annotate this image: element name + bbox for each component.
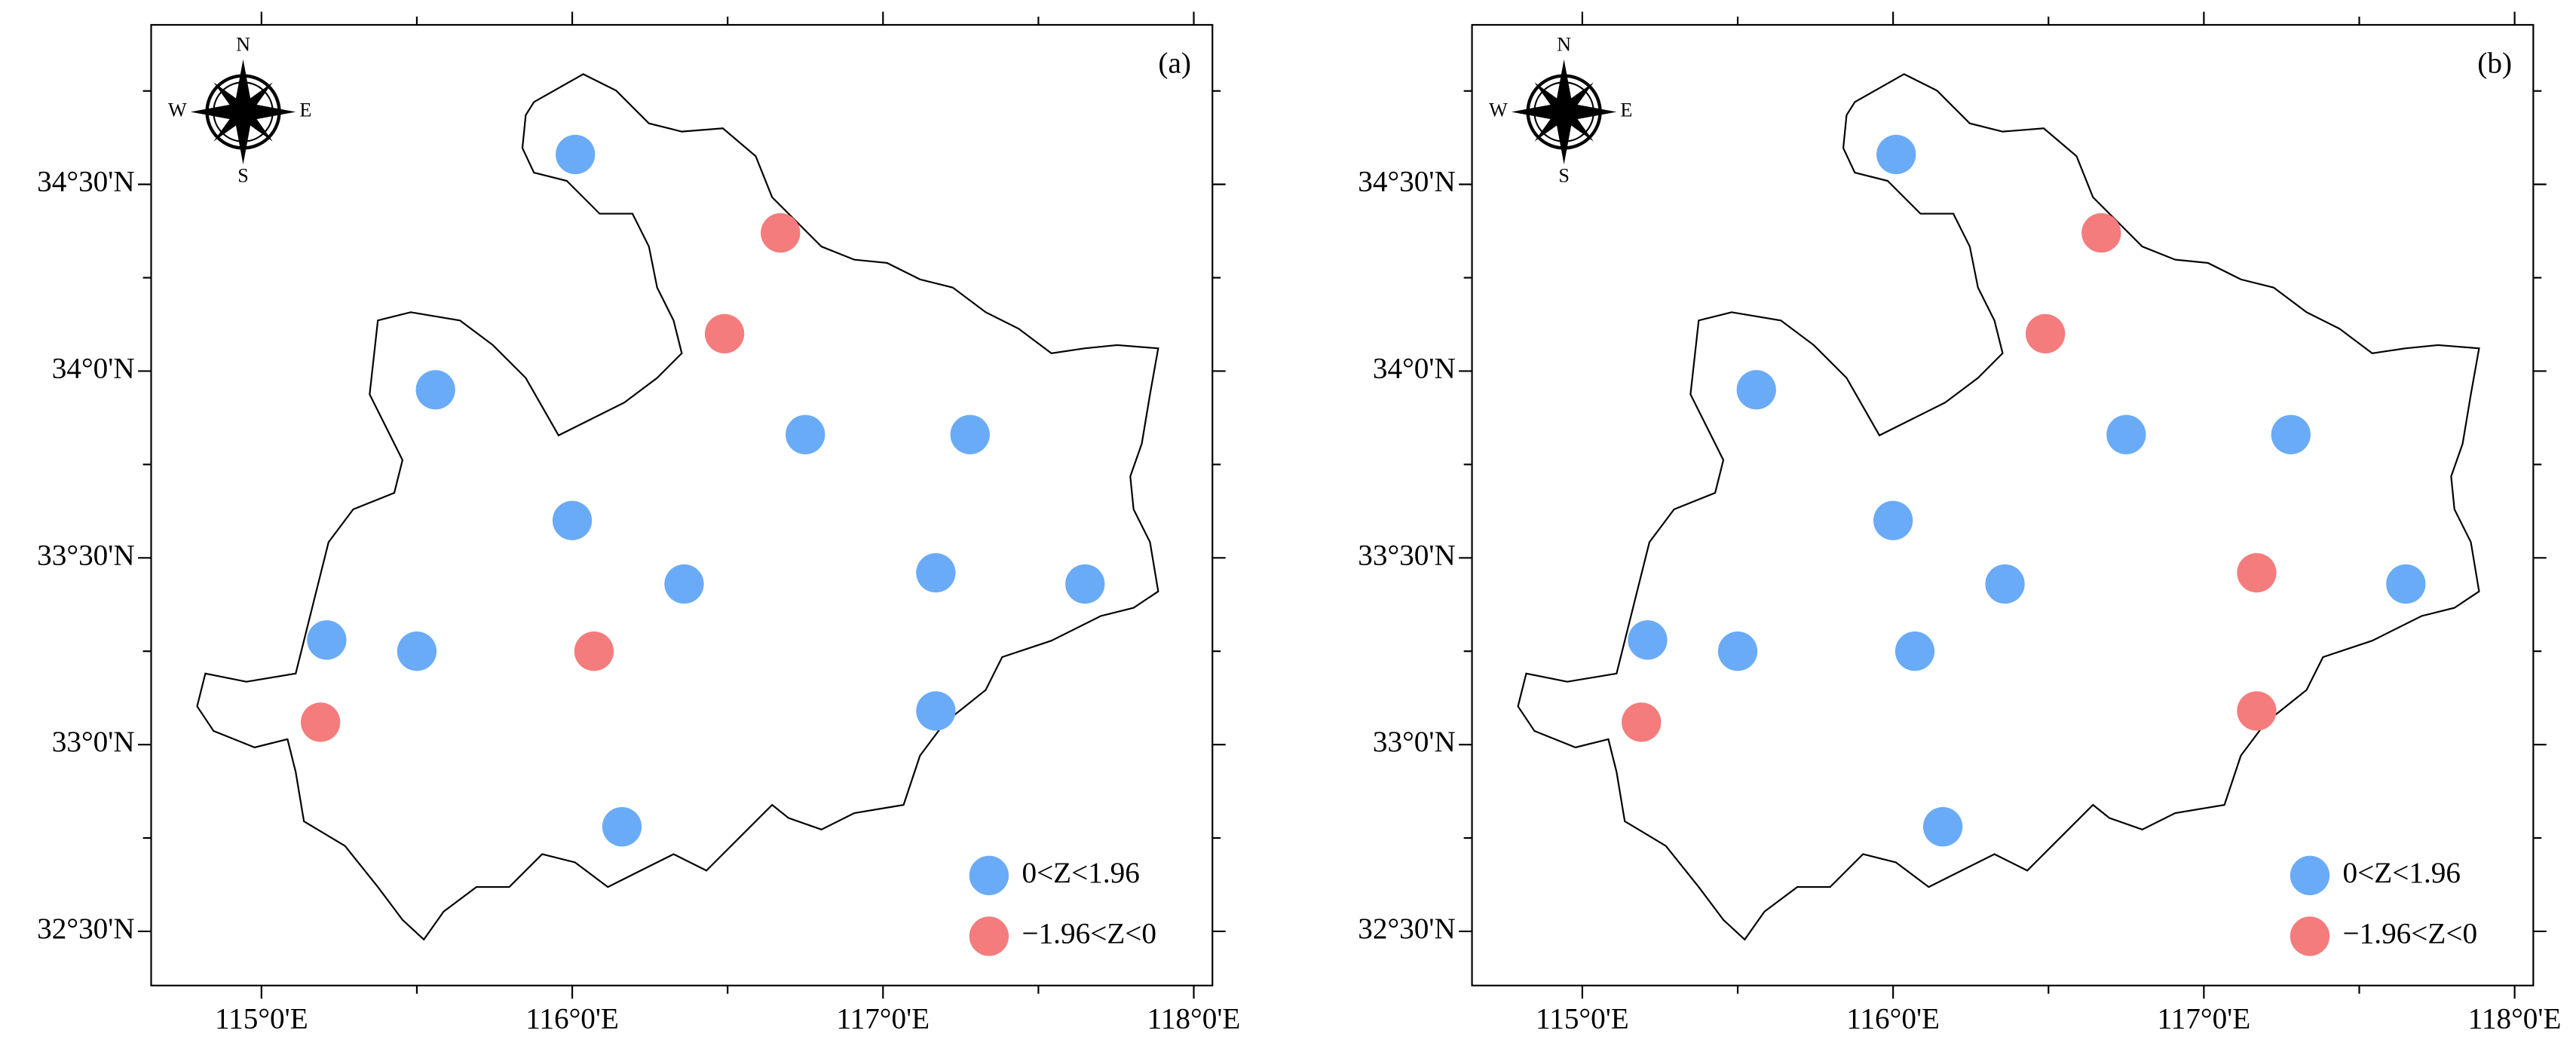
- map-frame: [150, 23, 1214, 986]
- legend-swatch: [2290, 855, 2330, 895]
- compass-letter: E: [299, 99, 311, 121]
- compass-letter: W: [1489, 99, 1508, 121]
- x-tick-label: 115°0'E: [215, 1003, 308, 1035]
- station-point: [1985, 564, 2025, 604]
- station-point: [574, 631, 614, 671]
- y-tick-label: 33°0'N: [1373, 726, 1456, 758]
- station-point: [1922, 807, 1963, 847]
- station-point: [556, 134, 596, 175]
- station-point: [1628, 620, 1668, 660]
- x-tick-label: 117°0'E: [836, 1003, 930, 1035]
- region-outline: [1517, 73, 2480, 940]
- station-point: [2237, 691, 2277, 731]
- map-panel: 115°0'E 116°0'E 117°0'E 118°0'E 32°30'N 33°0'…: [1358, 11, 2562, 1035]
- x-tick-label: 115°0'E: [1536, 1003, 1629, 1035]
- x-tick-label: 117°0'E: [2158, 1003, 2251, 1035]
- panel-label: (b): [2477, 47, 2512, 79]
- x-tick-label: 116°0'E: [525, 1003, 619, 1035]
- legend-swatch: [969, 855, 1009, 895]
- station-point: [552, 500, 593, 540]
- station-point: [301, 702, 341, 742]
- station-point: [761, 213, 801, 253]
- compass-letter: S: [1558, 165, 1570, 187]
- legend-swatch: [2290, 916, 2330, 956]
- compass-letter: W: [168, 99, 187, 121]
- station-point: [786, 414, 825, 454]
- compass-star: [1534, 82, 1594, 142]
- station-point: [1736, 370, 1776, 410]
- legend-label: −1.96<Z<0: [1022, 917, 1156, 949]
- station-point: [950, 414, 990, 454]
- y-tick-label: 34°30'N: [1358, 166, 1456, 198]
- compass-letter: N: [236, 33, 250, 55]
- x-tick-label: 116°0'E: [1846, 1003, 1940, 1035]
- station-point: [1873, 500, 1913, 540]
- station-point: [664, 564, 704, 604]
- y-tick-label: 34°0'N: [1373, 352, 1456, 384]
- map-panel: 115°0'E 116°0'E 117°0'E 118°0'E 32°30'N 33°0'…: [37, 11, 1241, 1035]
- station-point: [916, 691, 956, 731]
- compass-letter: S: [237, 165, 249, 187]
- y-tick-label: 33°0'N: [52, 726, 135, 758]
- station-point: [1876, 134, 1916, 175]
- compass-rose: N S W E: [1489, 33, 1632, 186]
- station-point: [2386, 564, 2426, 604]
- compass-star: [213, 82, 273, 142]
- y-tick-label: 34°30'N: [37, 166, 135, 198]
- station-point: [1622, 702, 1662, 742]
- compass-letter: N: [1557, 33, 1571, 55]
- panel-label: (a): [1158, 47, 1191, 79]
- compass-letter: E: [1620, 99, 1632, 121]
- station-point: [704, 313, 745, 354]
- station-point: [2237, 552, 2277, 593]
- y-tick-label: 34°0'N: [52, 352, 135, 384]
- legend-label: −1.96<Z<0: [2343, 917, 2478, 949]
- y-tick-label: 32°30'N: [1358, 913, 1456, 945]
- station-point: [307, 620, 347, 660]
- compass-rose: N S W E: [168, 33, 311, 186]
- station-point: [1717, 631, 1758, 671]
- y-tick-label: 32°30'N: [37, 913, 135, 945]
- x-tick-label: 118°0'E: [2468, 1003, 2562, 1035]
- y-tick-label: 33°30'N: [37, 539, 135, 571]
- station-point: [2271, 414, 2311, 454]
- legend-swatch: [969, 916, 1009, 956]
- x-tick-label: 118°0'E: [1147, 1003, 1241, 1035]
- station-point: [2025, 313, 2066, 354]
- y-tick-label: 33°30'N: [1358, 539, 1456, 571]
- station-point: [2081, 213, 2121, 253]
- station-point: [2106, 414, 2146, 454]
- station-point: [397, 631, 437, 671]
- region-outline: [196, 73, 1159, 940]
- legend-label: 0<Z<1.96: [1022, 857, 1139, 889]
- station-point: [1894, 631, 1935, 671]
- station-point: [916, 552, 956, 593]
- station-point: [1065, 564, 1105, 604]
- map-frame: [1471, 23, 2535, 986]
- station-point: [415, 370, 455, 410]
- legend-label: 0<Z<1.96: [2343, 857, 2461, 889]
- station-point: [602, 807, 642, 847]
